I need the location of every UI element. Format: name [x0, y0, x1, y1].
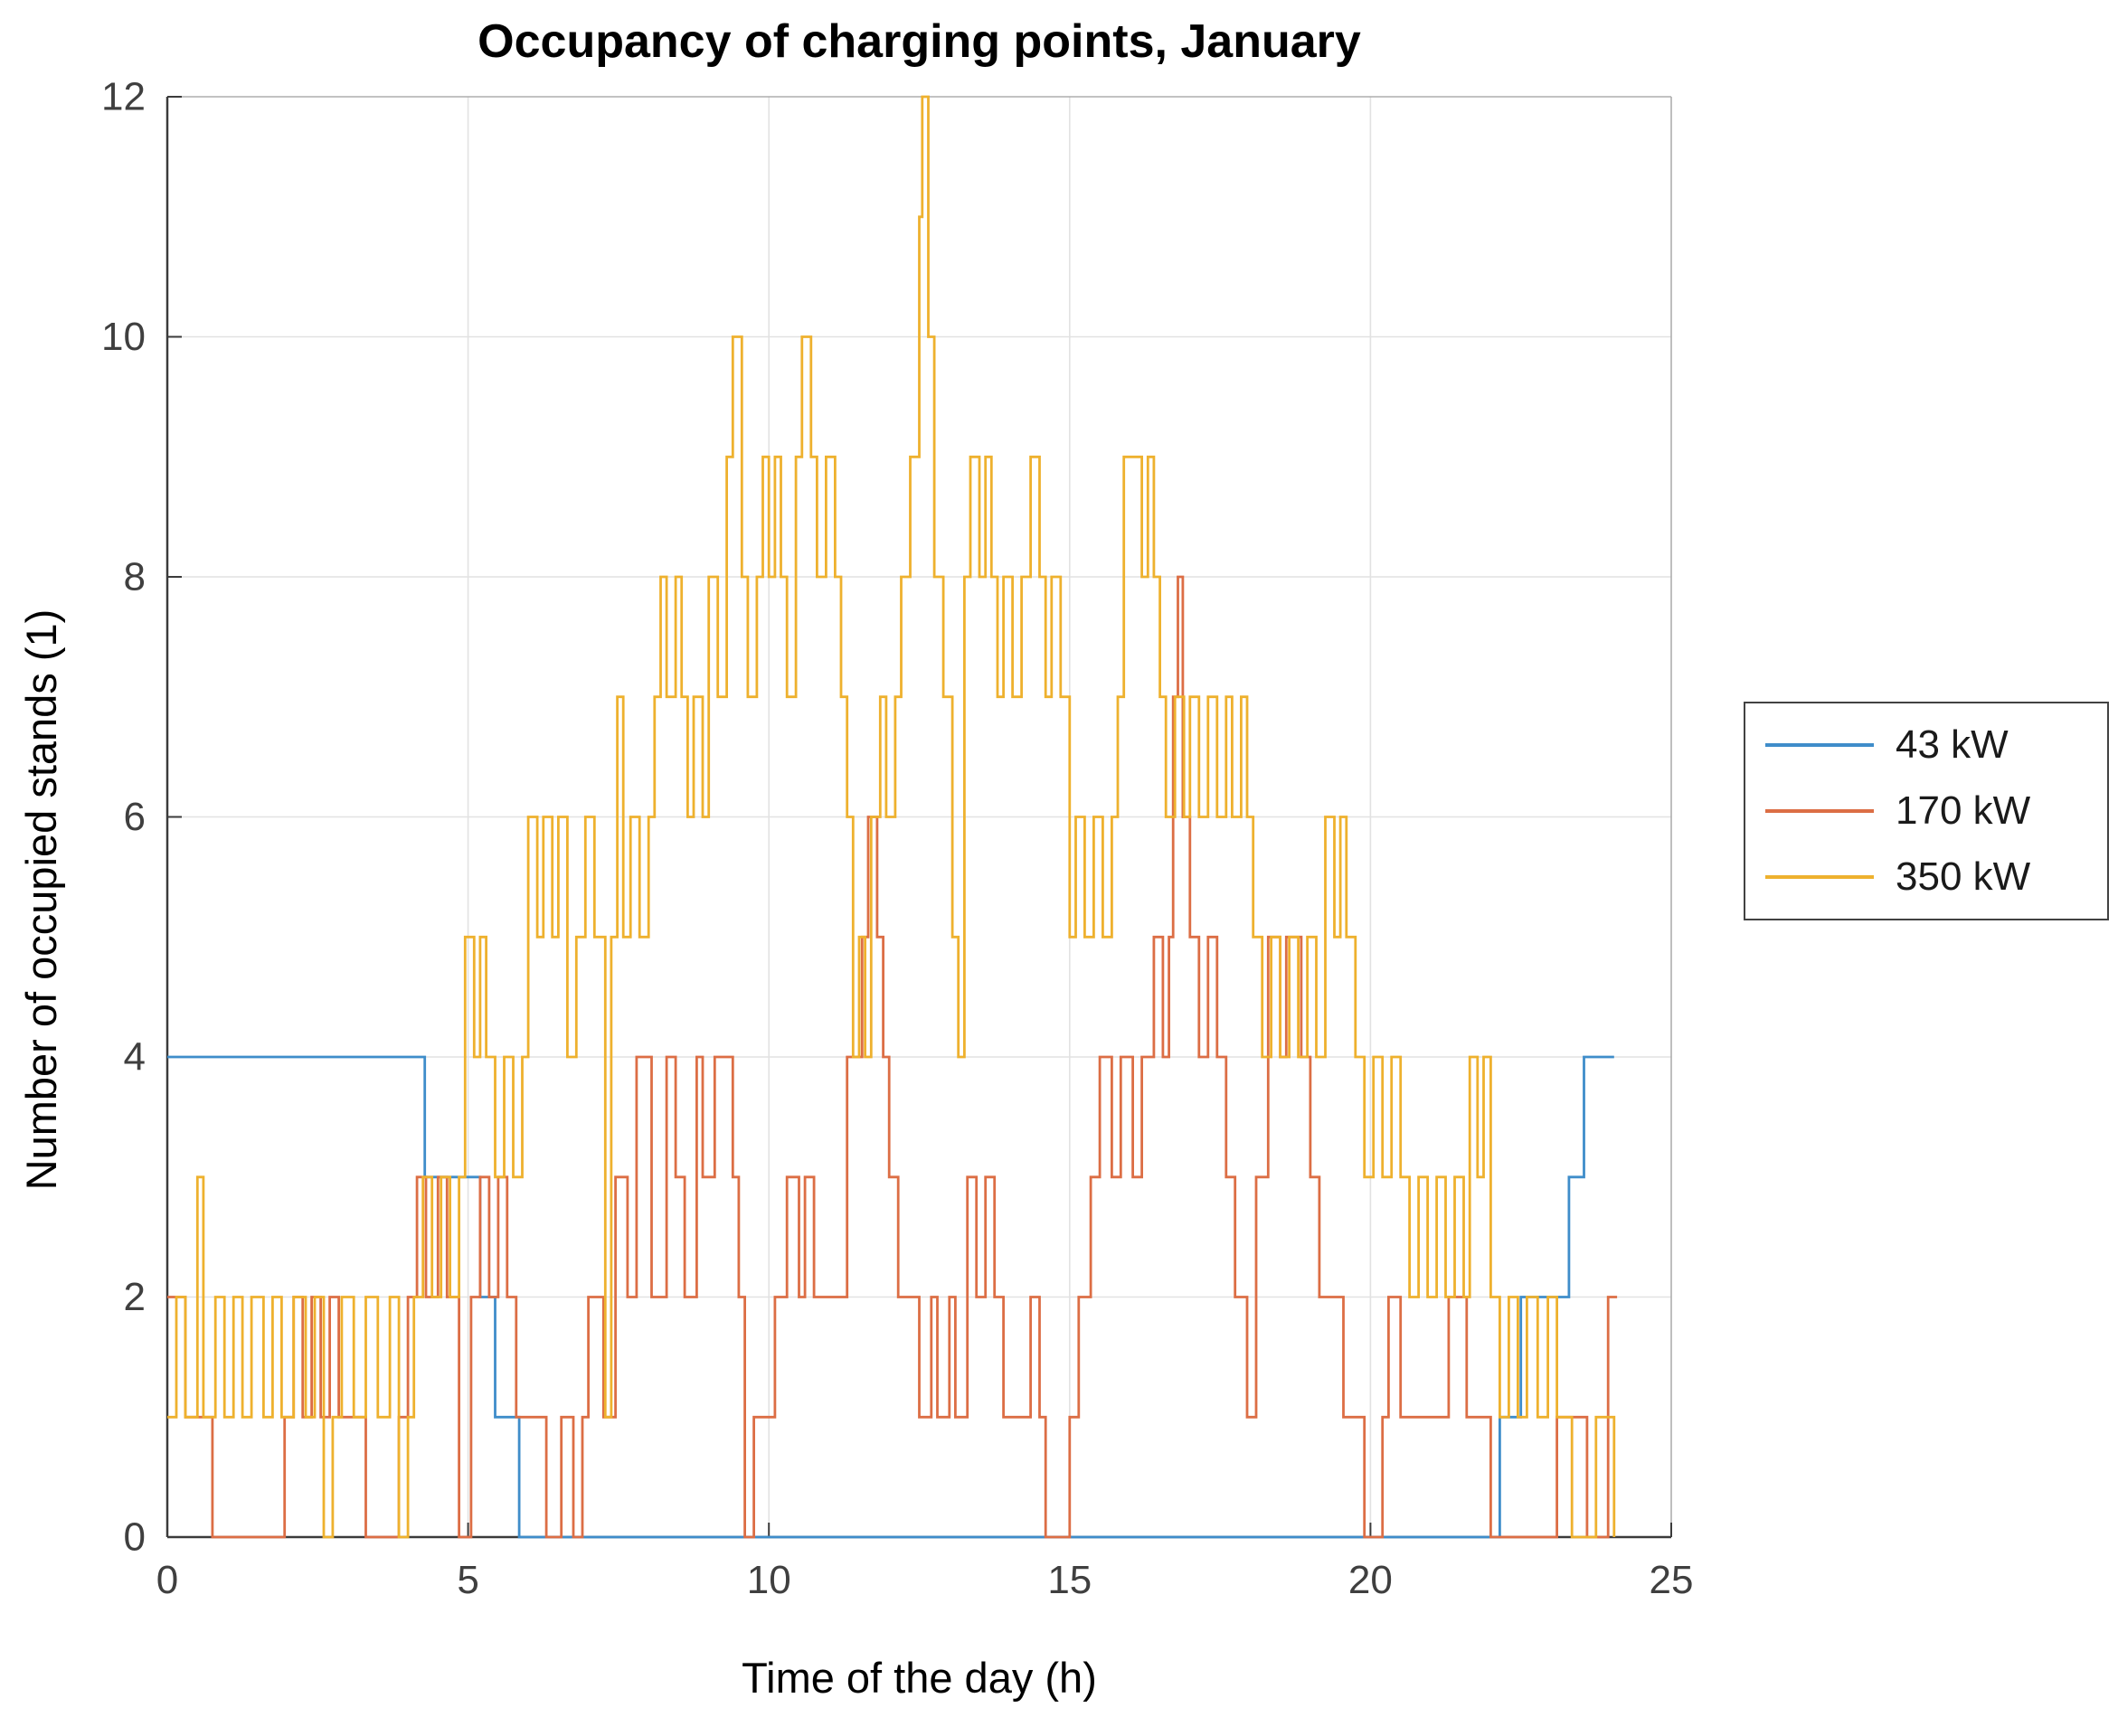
legend-label: 350 kW	[1896, 854, 2031, 899]
legend-item-43kw: 43 kW	[1745, 722, 2107, 768]
svg-text:0: 0	[156, 1558, 178, 1602]
svg-text:4: 4	[124, 1035, 146, 1080]
legend-label: 170 kW	[1896, 788, 2031, 833]
svg-text:10: 10	[101, 315, 146, 359]
x-axis-label: Time of the day (h)	[742, 1654, 1097, 1702]
legend-line-swatch	[1765, 874, 1874, 879]
legend-line-swatch	[1765, 808, 1874, 813]
svg-text:0: 0	[124, 1515, 146, 1560]
chart-title: Occupancy of charging points, January	[477, 15, 1361, 68]
svg-text:5: 5	[457, 1558, 478, 1602]
svg-text:12: 12	[101, 75, 146, 119]
legend-item-350kw: 350 kW	[1745, 854, 2107, 900]
svg-text:20: 20	[1348, 1558, 1393, 1602]
svg-text:8: 8	[124, 555, 146, 599]
svg-text:10: 10	[747, 1558, 791, 1602]
legend-line-swatch	[1765, 743, 1874, 748]
svg-text:15: 15	[1047, 1558, 1092, 1602]
legend: 43 kW 170 kW 350 kW	[1744, 702, 2109, 920]
legend-label: 43 kW	[1896, 722, 2009, 768]
legend-item-170kw: 170 kW	[1745, 788, 2107, 834]
svg-text:6: 6	[124, 795, 146, 839]
svg-text:25: 25	[1650, 1558, 1694, 1602]
svg-text:2: 2	[124, 1275, 146, 1319]
